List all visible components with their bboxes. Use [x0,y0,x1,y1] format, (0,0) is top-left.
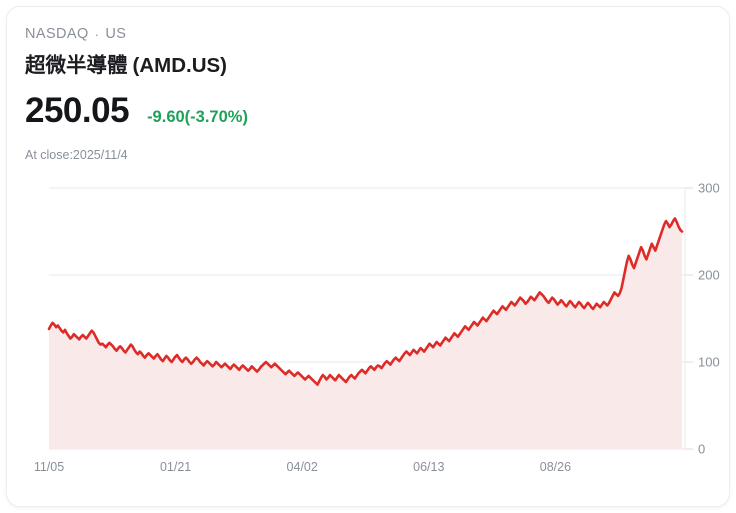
separator-dot: · [94,26,100,42]
y-axis-label: 100 [698,355,720,370]
chart-line [47,217,684,386]
company-name: 超微半導體 [25,54,128,77]
chart-x-axis: 11/05 01/21 04/02 06/13 08/26 [34,460,571,474]
x-axis-label: 01/21 [160,460,191,474]
price-change: -9.60(-3.70%) [147,108,248,126]
exchange-region-row: NASDAQ · US [25,26,126,42]
ticker-symbol: (AMD.US) [132,54,228,77]
x-axis-label: 04/02 [287,460,318,474]
region-label: US [105,26,127,42]
chart-svg: 0 100 200 300 11/05 01/21 04/02 06/13 08/26 [34,181,720,475]
page-title: 超微半導體 (AMD.US) [25,48,227,78]
current-price: 250.05 [25,91,130,130]
y-axis-label: 200 [698,268,720,283]
market-status: At close:2025/11/4 [25,148,128,162]
price-chart[interactable]: 0 100 200 300 11/05 01/21 04/02 06/13 08/26 [7,167,729,487]
y-axis-label: 300 [698,181,720,196]
y-axis-label: 0 [698,442,705,457]
x-axis-label: 08/26 [540,460,571,474]
chart-area-fill [49,218,682,449]
x-axis-label: 11/05 [34,460,64,474]
exchange-label: NASDAQ [25,26,89,42]
x-axis-label: 06/13 [413,460,444,474]
price-row: 250.05 -9.60(-3.70%) [25,91,248,131]
chart-y-axis: 0 100 200 300 [684,181,720,457]
stock-quote-card: NASDAQ · US 超微半導體 (AMD.US) 250.05 -9.60(… [6,6,730,507]
